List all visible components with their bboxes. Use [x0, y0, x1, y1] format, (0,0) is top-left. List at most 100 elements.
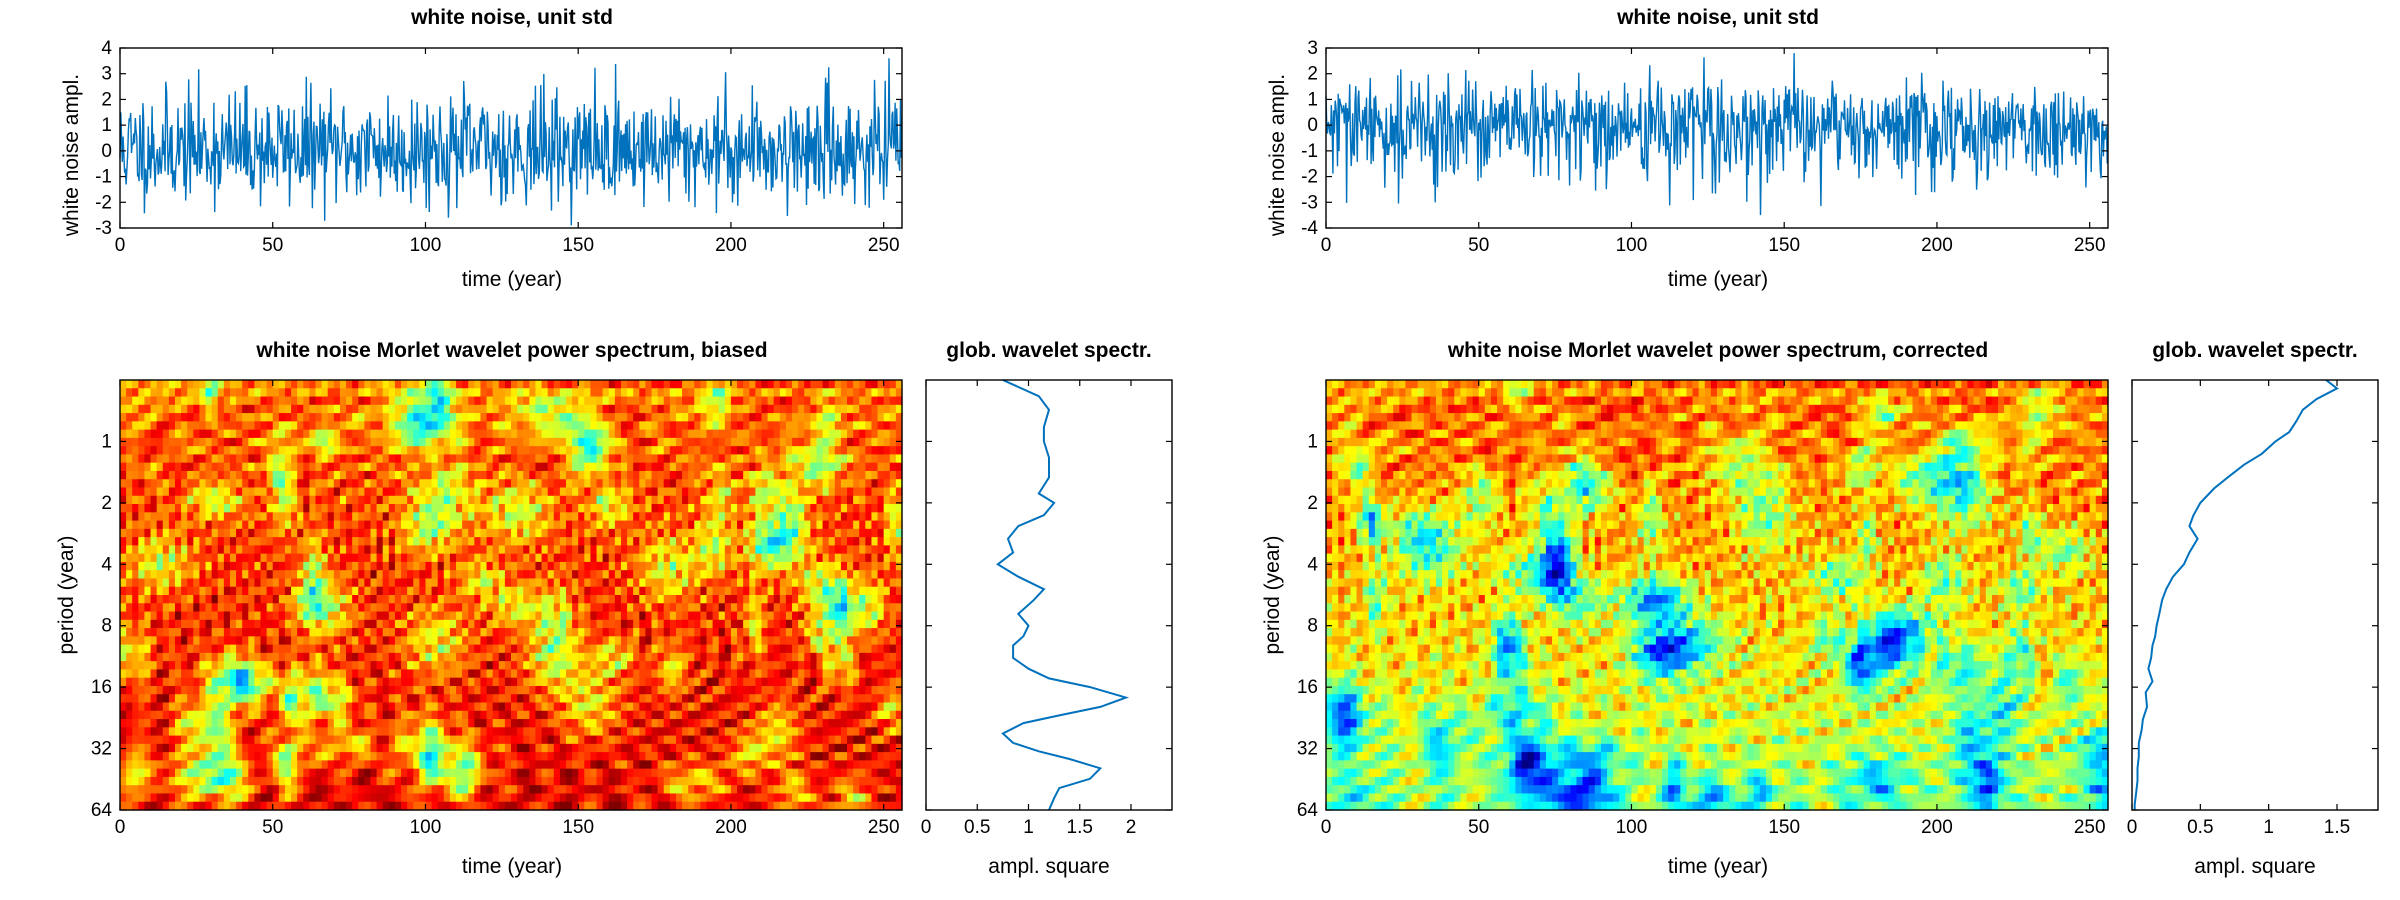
heatmap-cell: [419, 487, 427, 497]
heatmap-cell: [590, 694, 598, 704]
heatmap-cell: [413, 644, 420, 654]
heatmap-cell: [217, 462, 225, 472]
heatmap-cell: [120, 553, 127, 563]
heatmap-cell: [126, 694, 133, 704]
heatmap-cell: [755, 487, 763, 497]
heatmap-cell: [150, 537, 158, 546]
heatmap-cell: [724, 628, 732, 637]
heatmap-cell: [407, 553, 414, 563]
heatmap-cell: [633, 504, 640, 513]
heatmap-cell: [792, 404, 799, 414]
heatmap-cell: [278, 570, 286, 580]
heatmap-cell: [547, 586, 555, 596]
heatmap-cell: [798, 685, 805, 695]
heatmap-cell: [425, 545, 433, 555]
heatmap-cell: [590, 652, 598, 662]
heatmap-cell: [126, 404, 133, 414]
heatmap-cell: [792, 628, 799, 637]
heatmap-cell: [675, 644, 683, 654]
heatmap-cell: [834, 520, 842, 530]
heatmap-cell: [529, 595, 537, 604]
heatmap-cell: [755, 619, 763, 629]
heatmap-cell: [315, 537, 323, 546]
heatmap-cell: [187, 652, 194, 662]
heatmap-cell: [773, 380, 781, 389]
heatmap-cell: [449, 537, 457, 546]
heatmap-cell: [376, 421, 384, 431]
heatmap-cell: [511, 694, 518, 704]
heatmap-cell: [584, 619, 592, 629]
heatmap-cell: [498, 537, 506, 546]
heatmap-cell: [474, 470, 482, 480]
heatmap-cell: [217, 528, 225, 538]
heatmap-cell: [333, 553, 341, 563]
heatmap-cell: [773, 545, 781, 555]
heatmap-cell: [193, 437, 201, 447]
heatmap-cell: [498, 595, 506, 604]
heatmap-cell: [639, 413, 647, 422]
heatmap-cell: [865, 462, 873, 472]
heatmap-cell: [278, 470, 286, 480]
heatmap-cell: [718, 636, 726, 646]
heatmap-cell: [278, 446, 286, 456]
heatmap-cell: [181, 561, 188, 571]
heatmap-cell: [749, 528, 756, 538]
heatmap-cell: [498, 561, 506, 571]
heatmap-cell: [840, 421, 848, 431]
heatmap-cell: [132, 611, 139, 621]
heatmap-cell: [639, 537, 647, 546]
heatmap-cell: [486, 446, 494, 456]
heatmap-cell: [456, 446, 463, 456]
heatmap-cell: [565, 404, 573, 414]
heatmap-cell: [132, 537, 139, 546]
heatmap-cell: [877, 586, 885, 596]
heatmap-cell: [602, 470, 610, 480]
heatmap-cell: [688, 570, 695, 580]
heatmap-cell: [205, 429, 213, 439]
heatmap-cell: [651, 561, 659, 571]
heatmap-cell: [590, 677, 598, 687]
heatmap-cell: [743, 495, 750, 505]
heatmap-cell: [242, 644, 249, 654]
heatmap-cell: [657, 537, 665, 546]
heatmap-cell: [291, 652, 298, 662]
heatmap-cell: [682, 603, 689, 613]
heatmap-cell: [620, 644, 628, 654]
heatmap-cell: [724, 396, 732, 406]
heatmap-cell: [816, 586, 824, 596]
heatmap-cell: [511, 545, 518, 555]
heatmap-cell: [682, 429, 689, 439]
heatmap-cell: [718, 479, 726, 489]
heatmap-cell: [138, 603, 146, 613]
heatmap-cell: [895, 504, 903, 513]
heatmap-cell: [608, 479, 616, 489]
heatmap-cell: [712, 528, 720, 538]
heatmap-cell: [596, 595, 604, 604]
heatmap-cell: [859, 603, 866, 613]
heatmap-cell: [474, 561, 482, 571]
heatmap-cell: [682, 561, 689, 571]
heatmap-cell: [572, 586, 579, 596]
heatmap-cell: [724, 487, 732, 497]
heatmap-cell: [309, 396, 317, 406]
heatmap-cell: [682, 636, 689, 646]
heatmap-cell: [370, 611, 378, 621]
heatmap-cell: [651, 396, 659, 406]
heatmap-cell: [401, 595, 408, 604]
heatmap-cell: [346, 437, 353, 447]
heatmap-cell: [547, 578, 555, 588]
heatmap-cell: [700, 396, 708, 406]
heatmap-cell: [816, 495, 824, 505]
heatmap-cell: [889, 628, 897, 637]
heatmap-cell: [535, 520, 543, 530]
heatmap-cell: [553, 578, 561, 588]
heatmap-cell: [578, 603, 585, 613]
heatmap-cell: [352, 570, 359, 580]
heatmap-cell: [675, 470, 683, 480]
heatmap-cell: [847, 677, 854, 687]
heatmap-cell: [688, 454, 695, 464]
heatmap-cell: [394, 570, 402, 580]
heatmap-cell: [834, 661, 842, 671]
heatmap-cell: [529, 429, 537, 439]
heatmap-cell: [743, 553, 750, 563]
